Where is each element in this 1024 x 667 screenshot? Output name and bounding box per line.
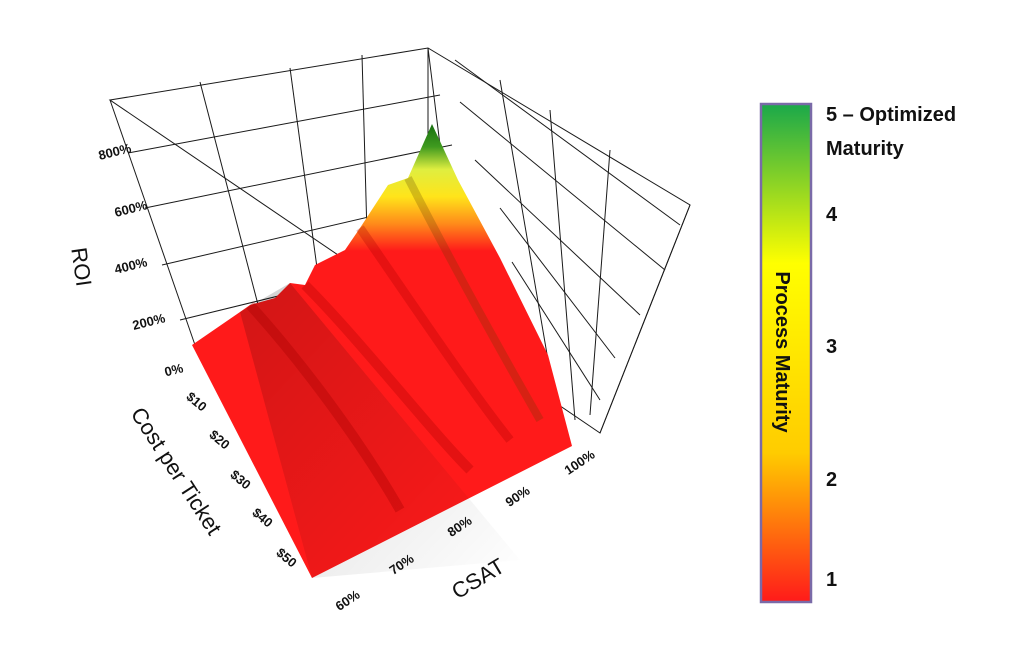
- color-bar: Process Maturity 5 – Optimized Maturity …: [759, 102, 956, 604]
- z-tick-label: 200%: [131, 310, 167, 333]
- roi-surface: [192, 124, 572, 578]
- x-tick-label: 100%: [562, 447, 598, 478]
- color-bar-label: 3: [826, 336, 837, 358]
- z-axis-title: ROI: [66, 246, 96, 288]
- color-bar-label: 2: [826, 469, 837, 491]
- color-bar-label: Maturity: [826, 138, 905, 160]
- y-tick-label: $10: [183, 389, 209, 414]
- back-wall-grid: [108, 47, 691, 434]
- color-bar-label: 4: [826, 204, 838, 226]
- y-tick-label: $40: [249, 505, 275, 530]
- color-bar-label: 1: [826, 569, 837, 591]
- color-bar-title: Process Maturity: [771, 271, 793, 433]
- z-tick-label: 600%: [113, 197, 149, 220]
- x-tick-label: 60%: [332, 587, 362, 614]
- y-axis-title: Cost per Ticket: [126, 403, 227, 540]
- z-tick-label: 0%: [163, 360, 185, 379]
- z-tick-label: 800%: [97, 140, 133, 163]
- z-tick-label: 400%: [113, 254, 149, 277]
- color-bar-label: 5 – Optimized: [826, 104, 956, 126]
- z-axis-ticks: 800% 600% 400% 200% 0%: [97, 140, 185, 379]
- x-tick-label: 90%: [502, 483, 532, 510]
- y-tick-label: $30: [227, 467, 253, 492]
- color-bar-gradient: [759, 102, 813, 604]
- y-tick-label: $50: [273, 545, 299, 570]
- y-tick-label: $20: [206, 427, 232, 452]
